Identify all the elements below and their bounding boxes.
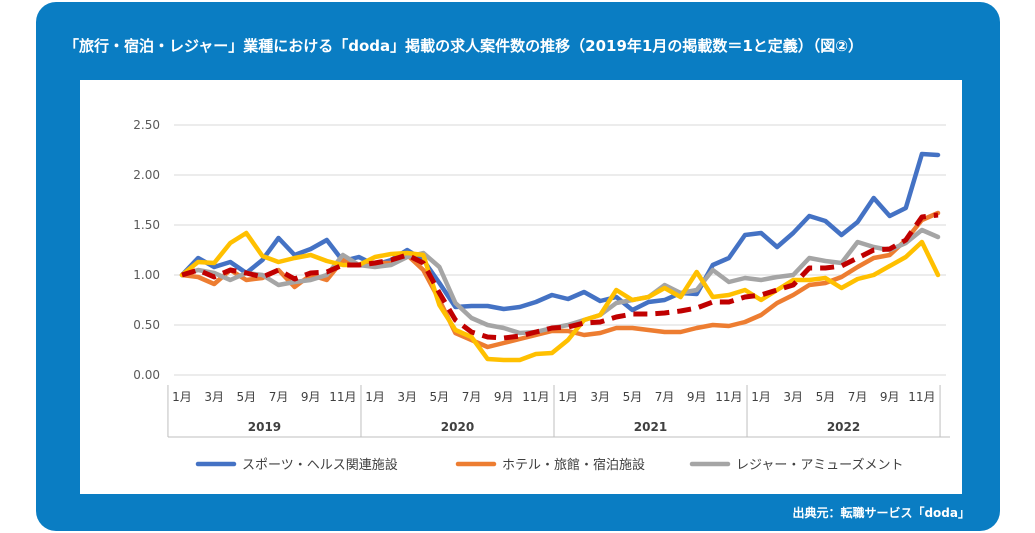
x-tick-label: 7月 <box>462 390 482 404</box>
x-tick-label: 1月 <box>751 390 771 404</box>
series-line-0 <box>179 151 941 313</box>
x-tick-label: 1月 <box>365 390 385 404</box>
legend-label: スポーツ・ヘルス関連施設 <box>242 457 398 473</box>
x-tick-label: 9月 <box>301 390 321 404</box>
series-line-4 <box>181 212 939 341</box>
x-tick-label: 11月 <box>522 390 549 404</box>
x-tick-label: 7月 <box>848 390 868 404</box>
figure-panel: 「旅行・宿泊・レジャー」業種における「doda」掲載の求人案件数の推移（2019… <box>36 2 1000 531</box>
series-line-3 <box>179 230 941 363</box>
x-tick-label: 3月 <box>590 390 610 404</box>
line-chart: 0.00 0.50 1.00 1.50 2.00 2.50 1月 3月 5月 7月 9月 11月 1月… <box>133 118 950 473</box>
y-tick-label: 2.50 <box>133 118 160 132</box>
legend-label: ホテル・旅館・宿泊施設 <box>502 457 645 473</box>
x-tick-label: 9月 <box>687 390 707 404</box>
y-tick-label: 0.50 <box>133 318 160 332</box>
x-tick-label: 5月 <box>430 390 450 404</box>
x-tick-label: 11月 <box>329 390 356 404</box>
y-tick-label: 1.00 <box>133 268 160 282</box>
x-tick-label: 3月 <box>783 390 803 404</box>
x-tick-label: 5月 <box>816 390 836 404</box>
x-tick-label: 3月 <box>397 390 417 404</box>
x-tick-label: 11月 <box>908 390 935 404</box>
x-tick-label: 7月 <box>269 390 289 404</box>
source-note: 出典元：転職サービス「doda」 <box>792 506 970 520</box>
chart-title: 「旅行・宿泊・レジャー」業種における「doda」掲載の求人案件数の推移（2019… <box>64 37 863 55</box>
x-tick-label: 5月 <box>237 390 257 404</box>
year-label: 2022 <box>827 420 860 434</box>
legend-label: レジャー・アミューズメント <box>736 457 903 473</box>
y-tick-label: 1.50 <box>133 218 160 232</box>
y-tick-label: 0.00 <box>133 368 160 382</box>
x-tick-label: 7月 <box>655 390 675 404</box>
x-tick-label: 1月 <box>558 390 578 404</box>
x-tick-label: 5月 <box>623 390 643 404</box>
x-tick-label: 11月 <box>715 390 742 404</box>
year-label: 2019 <box>248 420 281 434</box>
series-line-1 <box>179 210 941 350</box>
year-label: 2021 <box>634 420 667 434</box>
x-tick-label: 9月 <box>494 390 514 404</box>
y-tick-label: 2.00 <box>133 168 160 182</box>
chart-area: 0.00 0.50 1.00 1.50 2.00 2.50 1月 3月 5月 7月 9月 11月 1月… <box>80 80 962 494</box>
x-tick-label: 9月 <box>880 390 900 404</box>
x-tick-label: 1月 <box>172 390 192 404</box>
year-label: 2020 <box>441 420 474 434</box>
x-tick-label: 3月 <box>204 390 224 404</box>
